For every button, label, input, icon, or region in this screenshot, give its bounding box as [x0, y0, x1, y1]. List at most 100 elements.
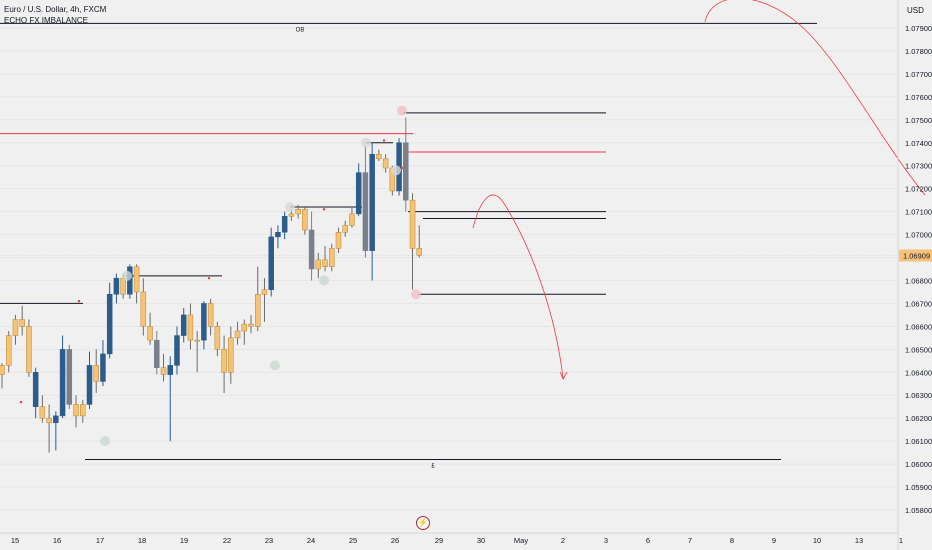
candle-body	[329, 248, 335, 267]
price-axis[interactable]: 1.05800 1.05900 1.06000 1.06100 1.06200 1.063…	[899, 24, 932, 515]
pivot-arrow	[77, 299, 81, 303]
lightning-icon[interactable]: ⚡	[416, 516, 430, 530]
candle-body	[275, 232, 281, 238]
price-tick-label: 1.06600	[905, 322, 932, 331]
projection-path-b	[704, 0, 926, 196]
price-tick-label: 1.07400	[905, 139, 932, 148]
candle-body	[403, 142, 409, 201]
projection-paths	[472, 0, 926, 380]
price-badge	[899, 249, 932, 262]
candle-body	[73, 404, 79, 417]
price-tick-label: 1.06000	[905, 460, 932, 469]
candle-body	[194, 339, 200, 342]
pivot-arrow	[322, 208, 326, 211]
time-tick-label: 16	[53, 536, 61, 545]
time-tick-label: 26	[391, 536, 399, 545]
price-tick-label: 1.07600	[905, 93, 932, 102]
price-tick-label: 1.05800	[905, 506, 932, 515]
time-tick-label: 2	[561, 536, 565, 545]
time-tick-label: 10	[813, 536, 821, 545]
candle-body	[234, 330, 241, 339]
candle-body	[409, 199, 416, 249]
price-tick-label: 1.07900	[905, 24, 932, 33]
candle-body	[228, 337, 234, 373]
projection-path-a	[472, 194, 564, 379]
candle-body	[113, 277, 120, 295]
candle-body	[180, 314, 187, 336]
price-tick-label: 1.07300	[905, 162, 932, 171]
candle-body	[120, 277, 126, 295]
candle-body	[66, 349, 73, 405]
candle-body	[12, 319, 19, 336]
candle-body	[207, 303, 214, 327]
price-badge-label: 1.06909	[903, 251, 930, 260]
time-tick-label: 30	[477, 536, 485, 545]
time-tick-label: 24	[307, 536, 315, 545]
time-tick-label: 1	[899, 536, 903, 545]
candle-body	[133, 266, 140, 293]
price-tick-label: 1.06400	[905, 368, 932, 377]
pivot-circle	[411, 289, 421, 300]
candle-body	[376, 153, 382, 160]
candle-body	[382, 158, 389, 169]
candle-body	[248, 323, 254, 327]
pivot-circle	[361, 137, 371, 148]
price-tick-label: 1.06100	[905, 437, 932, 446]
price-tick-label: 1.07800	[905, 47, 932, 56]
pivot-circle	[397, 105, 407, 116]
price-tick-label: 1.06500	[905, 345, 932, 354]
time-tick-label: 23	[265, 536, 273, 545]
candle-body	[295, 209, 301, 215]
time-tick-label: 6	[646, 536, 650, 545]
price-tick-label: 1.06200	[905, 414, 932, 423]
candle-body	[362, 172, 369, 251]
pivot-circle	[100, 436, 110, 447]
candle-body	[281, 215, 288, 233]
currency-label: USD	[907, 6, 924, 15]
candle-body	[254, 293, 261, 327]
candle-body	[268, 236, 274, 290]
candle-body	[342, 225, 348, 233]
indicator-label[interactable]: ECHO FX IMBALANCE	[4, 16, 89, 25]
pivot-circle	[319, 275, 329, 286]
candle-body	[39, 406, 46, 419]
candle-body	[106, 293, 113, 355]
candle-body	[369, 153, 375, 251]
time-tick-label: 19	[180, 536, 188, 545]
time-tick-label: 13	[855, 536, 863, 545]
projection-arrowhead	[559, 371, 568, 380]
time-tick-label: 7	[688, 536, 692, 545]
price-tick-label: 1.07500	[905, 116, 932, 125]
candle-body	[288, 213, 295, 217]
price-tick-label: 1.06300	[905, 391, 932, 400]
price-tick-label: 1.06700	[905, 299, 932, 308]
candle-body	[147, 326, 153, 341]
time-tick-label: 29	[435, 536, 443, 545]
candle-body	[19, 319, 25, 327]
candle-body	[322, 259, 328, 267]
candle-body	[86, 365, 93, 405]
candle-body	[140, 291, 147, 327]
candle-body	[261, 289, 268, 295]
time-tick-label: 3	[604, 536, 608, 545]
candle-body	[5, 335, 12, 366]
candle-body	[46, 417, 52, 424]
candle-body	[335, 232, 342, 249]
time-axis[interactable]: 15 16 17 18 19 22 23 24 25 26 29 30 May 2 3 6 7 8 9 10 13 1	[11, 536, 903, 545]
candle-body	[221, 349, 227, 373]
price-tick-label: 1.07000	[905, 231, 932, 240]
time-tick-label: 17	[96, 536, 104, 545]
chart-title: Euro / U.S. Dollar, 4h, FXCM	[4, 5, 107, 14]
candle-body	[349, 213, 355, 226]
candle-body	[32, 372, 39, 407]
pivot-markers	[19, 105, 421, 447]
price-tick-label: 1.07100	[905, 208, 932, 217]
pivot-circle	[122, 270, 132, 281]
candle-body	[53, 415, 59, 424]
candle-body	[355, 172, 362, 215]
level-label: £	[431, 464, 435, 470]
time-tick-label: 9	[772, 536, 776, 545]
candle-body	[100, 353, 106, 382]
